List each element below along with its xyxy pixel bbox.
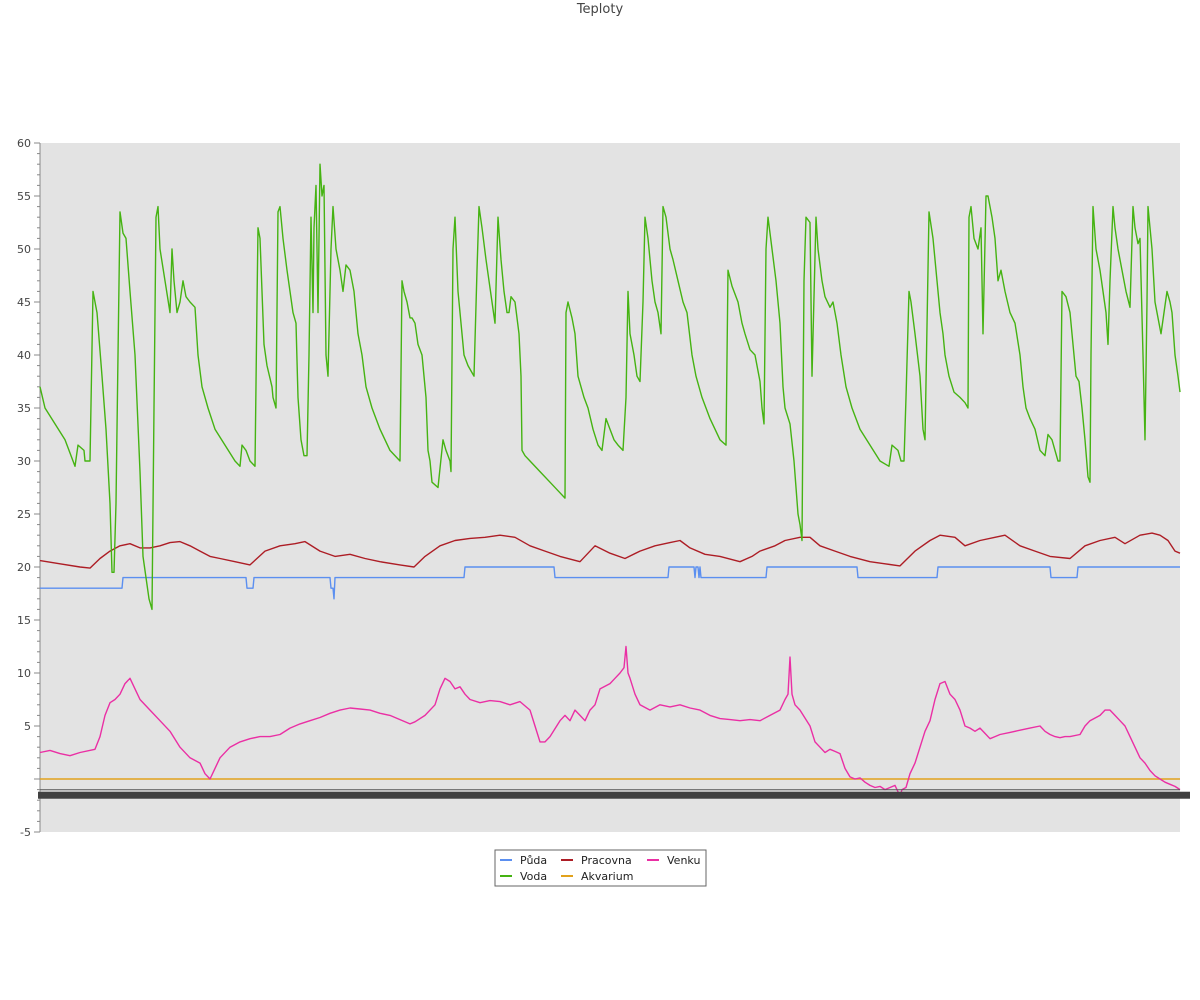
x-axis-tick-band <box>38 789 1190 799</box>
chart-title: Teploty <box>576 2 624 17</box>
y-tick-label: -5 <box>20 826 31 839</box>
y-tick-label: 25 <box>17 508 31 521</box>
legend-label: Půda <box>520 854 547 867</box>
series-line-voda <box>39 163 1181 611</box>
series-line-pracovna <box>39 532 1181 569</box>
y-tick-label: 5 <box>24 720 31 733</box>
y-tick-label: 50 <box>17 243 31 256</box>
series-line-venku <box>39 645 1181 797</box>
y-tick-label: 35 <box>17 402 31 415</box>
x-axis-overlapping-labels <box>38 791 1190 799</box>
legend-label: Akvarium <box>581 870 633 883</box>
y-tick-label: 30 <box>17 455 31 468</box>
plot-area <box>40 143 1180 832</box>
axes: -5 5 10 15 20 25 30 35 40 45 50 55 60 <box>17 137 41 839</box>
y-tick-label: 55 <box>17 190 31 203</box>
series-line-půda <box>40 566 1180 600</box>
legend-box <box>494 849 707 887</box>
legend-label: Voda <box>520 870 547 883</box>
y-tick-label: 45 <box>17 296 31 309</box>
legend: Půda Pracovna Venku Voda Akvarium <box>494 849 707 887</box>
legend-label: Venku <box>667 854 700 867</box>
series-layer <box>39 163 1181 797</box>
y-tick-label: 15 <box>17 614 31 627</box>
y-tick-label: 60 <box>17 137 31 150</box>
legend-label: Pracovna <box>581 854 632 867</box>
y-tick-label: 10 <box>17 667 31 680</box>
y-tick-label: 20 <box>17 561 31 574</box>
y-tick-label: 40 <box>17 349 31 362</box>
